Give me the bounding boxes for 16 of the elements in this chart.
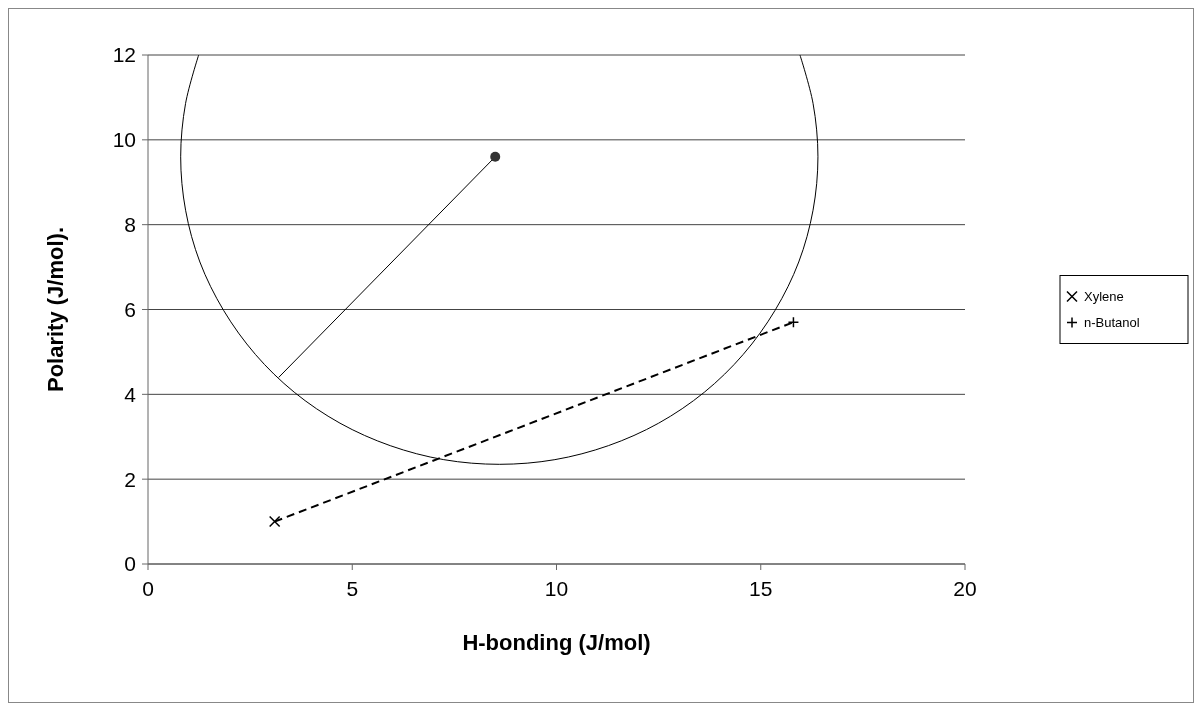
y-tick-label: 8 xyxy=(124,213,136,237)
x-tick-label: 0 xyxy=(142,577,154,600)
x-tick-label: 15 xyxy=(749,577,773,600)
x-tick-label: 10 xyxy=(544,577,569,600)
y-tick-label: 2 xyxy=(124,467,136,491)
y-tick-label: 4 xyxy=(124,382,137,406)
y-tick-label: 0 xyxy=(124,552,136,576)
y-tick-label: 12 xyxy=(112,43,136,67)
legend-label: Xylene xyxy=(1084,289,1124,305)
x-tick-label: 5 xyxy=(346,577,359,600)
x-axis-title: H-bonding (J/mol) xyxy=(462,630,651,655)
legend-label: n-Butanol xyxy=(1084,315,1140,331)
y-axis-title: Polarity (J/mol). xyxy=(43,226,68,393)
y-tick-label: 6 xyxy=(124,297,136,321)
y-tick-label: 10 xyxy=(112,128,136,152)
x-tick-label: 20 xyxy=(953,577,977,600)
